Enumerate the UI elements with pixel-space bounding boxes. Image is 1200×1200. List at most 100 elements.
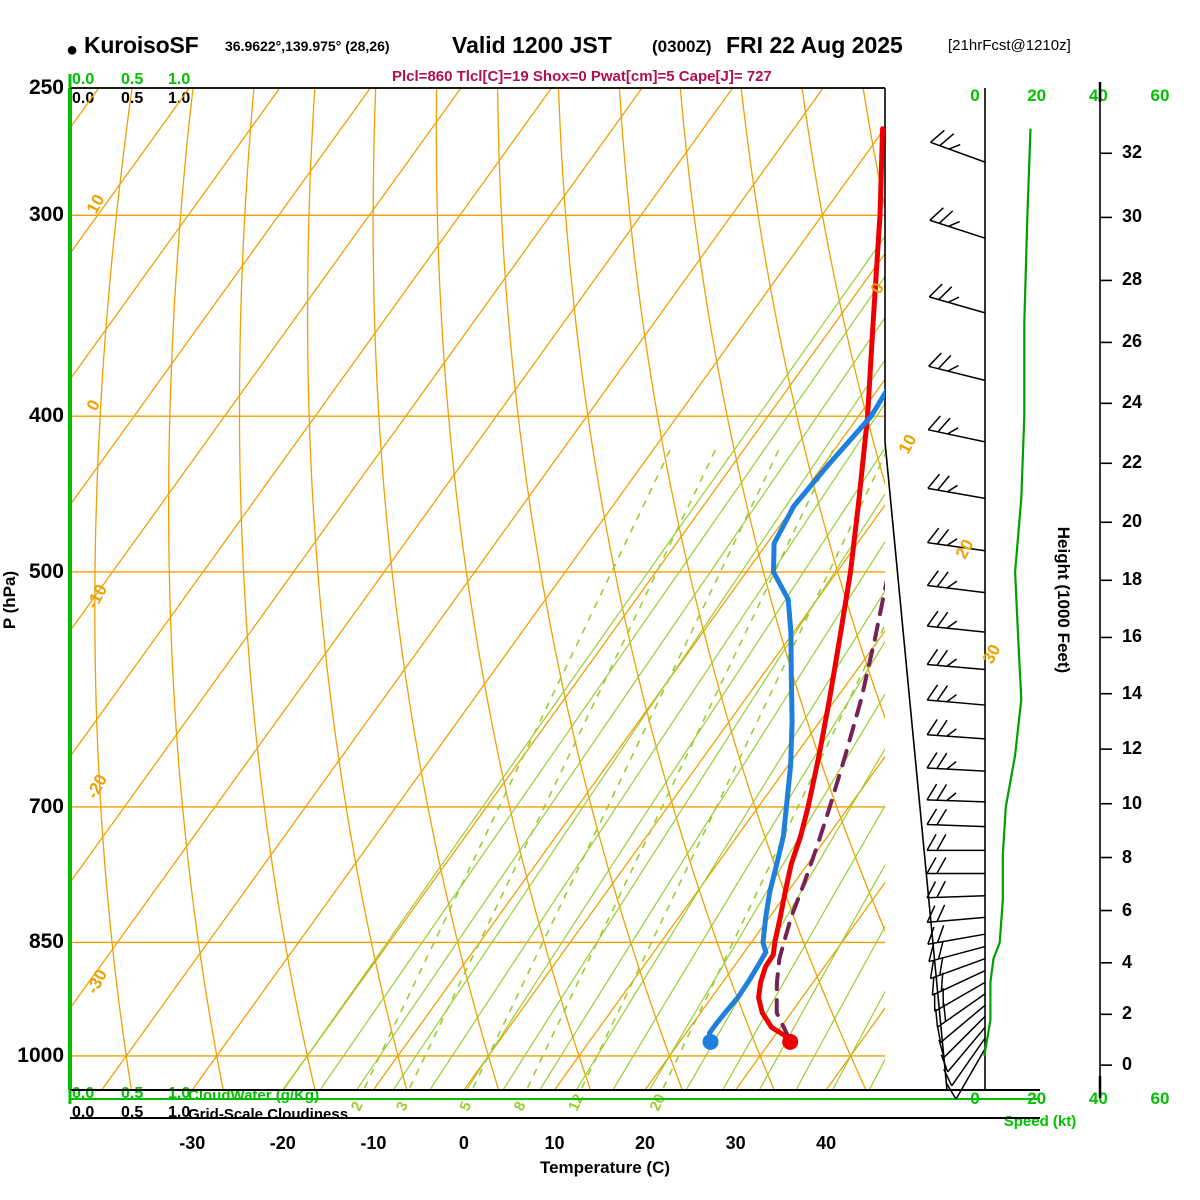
wind-barb [930,129,986,163]
isotherm-30 [735,881,885,1090]
station-coordinates: 36.9622°,139.975° (28,26) [225,38,390,54]
moist-adiabat-24 [685,747,885,1090]
height-tick-label-10: 10 [1122,792,1143,813]
wind-barb [926,752,986,772]
temperature-tick-0: 0 [458,1133,469,1153]
cloudwater-tick-top-1.0: 1.0 [168,71,191,88]
dry-adiabat-20 [496,88,683,1090]
isotherm--80 [70,88,462,633]
wind-barb [929,207,986,239]
temperature-axis-label: Temperature (C) [539,1158,671,1177]
isotherm-label-right-10: 10 [895,431,921,457]
trace-temperature [756,126,885,1041]
sounding-parameters: Plcl=860 Tlcl[C]=19 Shox=0 Pwat[cm]=5 Ca… [392,68,772,85]
dry-adiabat-60 [740,88,885,720]
moist-adiabat--12 [356,316,885,1090]
pressure-tick-250: 250 [28,76,64,99]
mixing-ratio-3 [407,449,716,1090]
isotherm--20 [282,252,885,1090]
surface-markers [702,1033,799,1050]
isotherm--90 [70,88,371,507]
moist-adiabat-lines [282,235,885,1090]
height-tick-label-20: 20 [1122,511,1143,532]
moist-adiabat-32 [758,863,885,1090]
isotherm--100 [70,88,281,381]
dry-adiabat-70 [801,88,885,486]
height-tick-label-0: 0 [1122,1054,1133,1075]
adiabat-label-left--20: -20 [83,771,111,802]
dry-adiabat-40 [618,88,867,1090]
adiabat-label-left--30: -30 [83,966,111,997]
station-name: KuroisoSF [84,32,199,58]
wind-speed-profile [983,128,1032,1057]
wind-barb [926,719,986,740]
wind-barb [928,283,986,314]
dry-adiabat--10 [306,88,408,1090]
forecast-hour: [21hrFcst@1210z] [948,37,1071,54]
mixing-ratio-lines: 2 3 5 8 12 20 [348,449,885,1114]
wind-barb [940,1026,986,1073]
speed-tick-top-0: 0 [970,86,980,105]
dry-adiabat--20 [238,88,316,1090]
plot-frame [68,74,1112,1119]
height-tick-label-6: 6 [1122,899,1133,920]
wind-barb [926,808,986,828]
wind-barb-panel [926,129,986,1100]
moist-adiabat-12 [575,589,885,1090]
height-tick-label-28: 28 [1122,269,1143,290]
speed-tick-bottom-40: 40 [1088,1089,1108,1108]
speed-tick-top-60: 60 [1150,86,1170,105]
moist-adiabat--20 [282,235,885,1090]
pressure-tick-850: 850 [28,930,64,954]
wind-barb [926,857,985,875]
moist-adiabat--8 [392,358,885,1090]
temperature-tick--30: -30 [179,1133,206,1153]
wind-speed-trace [983,128,1032,1057]
wind-barb [927,924,986,946]
cloudwater-tick-top-0.5: 0.5 [121,71,144,88]
moist-adiabat-20 [648,693,885,1090]
station-bullet-icon: ● [66,39,79,61]
pressure-tick-300: 300 [28,203,64,227]
mixing-ratio-label-20: 20 [647,1091,669,1113]
mixing-ratio-8 [525,449,834,1090]
wind-barb [927,473,986,500]
cloudiness-tick-bottom-1.0: 1.0 [168,1104,191,1121]
wind-barb [929,956,986,980]
wind-barb [926,527,986,552]
pressure-tick-400: 400 [28,404,64,428]
plot-right-diagonal [884,441,948,1091]
isotherm--10 [372,378,885,1090]
height-tick-label-30: 30 [1122,206,1143,227]
speed-tick-top-20: 20 [1027,86,1047,105]
cloudiness-tick-top-0.5: 0.5 [121,90,144,107]
height-tick-label-4: 4 [1122,951,1133,972]
temperature-tick-10: 10 [544,1133,565,1153]
dry-adiabat--50 [70,88,72,100]
isobar-lines [70,87,885,1057]
moist-adiabat--4 [429,402,885,1090]
height-tick-label-8: 8 [1122,846,1133,867]
dry-adiabat--30 [167,88,224,1090]
wind-barb [926,904,986,924]
mixing-ratio-label-5: 5 [456,1099,475,1114]
wind-barb [943,1037,986,1087]
pressure-tick-500: 500 [28,559,64,583]
isotherm--50 [70,88,734,1010]
isotherm-lines [70,88,885,1090]
pressure-tick-700: 700 [28,794,64,818]
moist-adiabat-16 [612,640,885,1090]
height-tick-label-14: 14 [1122,682,1143,703]
speed-tick-top-40: 40 [1088,86,1108,105]
wind-barb [938,1015,986,1058]
height-tick-label-2: 2 [1122,1003,1133,1024]
temperature-tick--20: -20 [269,1133,296,1153]
wind-barb [945,1048,986,1100]
height-tick-label-18: 18 [1122,569,1143,590]
trace-dewpoint [706,388,885,1036]
dry-adiabat-lines [70,88,885,1090]
height-tick-label-26: 26 [1122,331,1143,352]
